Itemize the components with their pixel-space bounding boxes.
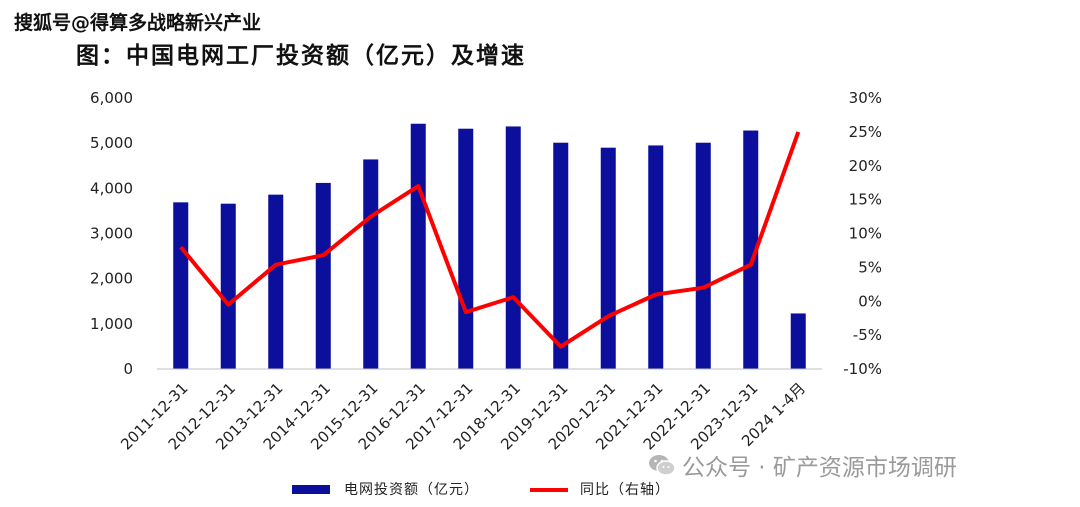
watermark-bottom-text: 公众号 · 矿产资源市场调研: [682, 455, 957, 481]
y-right-tick-label: 0%: [858, 292, 882, 310]
legend-bar-label: 电网投资额（亿元）: [344, 482, 479, 498]
y-right-tick-label: 15%: [849, 191, 882, 209]
y-right-tick-label: 25%: [849, 123, 882, 141]
bar: [600, 147, 616, 369]
watermark-top: 搜狐号@得算多战略新兴产业: [14, 12, 262, 34]
bar-series: [173, 123, 806, 370]
bar: [363, 159, 379, 369]
bar: [458, 128, 474, 369]
bar: [173, 202, 189, 369]
bar: [268, 194, 284, 369]
y-right-tick-label: 30%: [849, 89, 882, 107]
bar: [743, 130, 759, 369]
y-left-tick-label: 4,000: [90, 179, 133, 197]
axes: 0 1,000 2,000 3,000 4,000 5,000 6,000 -10% -5% 0%…: [90, 89, 882, 453]
growth-line: [179, 131, 801, 349]
y-left-tick-label: 2,000: [90, 270, 133, 288]
bar: [315, 182, 331, 369]
y-right-tick-label: -10%: [843, 360, 882, 378]
y-right-tick-label: 10%: [849, 225, 882, 243]
y-left-tick-label: 3,000: [90, 225, 133, 243]
legend: 电网投资额（亿元） 同比（右轴）: [292, 482, 670, 498]
y-left-tick-label: 5,000: [90, 134, 133, 152]
line-series: [179, 131, 801, 349]
bar: [220, 203, 236, 369]
y-right-tick-label: 20%: [849, 157, 882, 175]
bar: [790, 313, 806, 369]
bar: [553, 142, 569, 369]
legend-line-label: 同比（右轴）: [580, 482, 670, 498]
legend-bar-swatch: [292, 485, 330, 494]
chart-title: 图：中国电网工厂投资额（亿元）及增速: [76, 42, 526, 69]
y-left-tick-label: 1,000: [90, 315, 133, 333]
bar: [695, 142, 711, 369]
bar: [648, 145, 664, 369]
y-right-tick-label: 5%: [858, 258, 882, 276]
y-left-tick-label: 6,000: [90, 89, 133, 107]
y-right-tick-label: -5%: [853, 326, 882, 344]
bar: [505, 126, 521, 369]
wechat-icon: [649, 455, 676, 476]
bar: [410, 123, 426, 370]
watermark-bottom: 公众号 · 矿产资源市场调研: [648, 448, 957, 482]
y-left-tick-label: 0: [123, 360, 133, 378]
